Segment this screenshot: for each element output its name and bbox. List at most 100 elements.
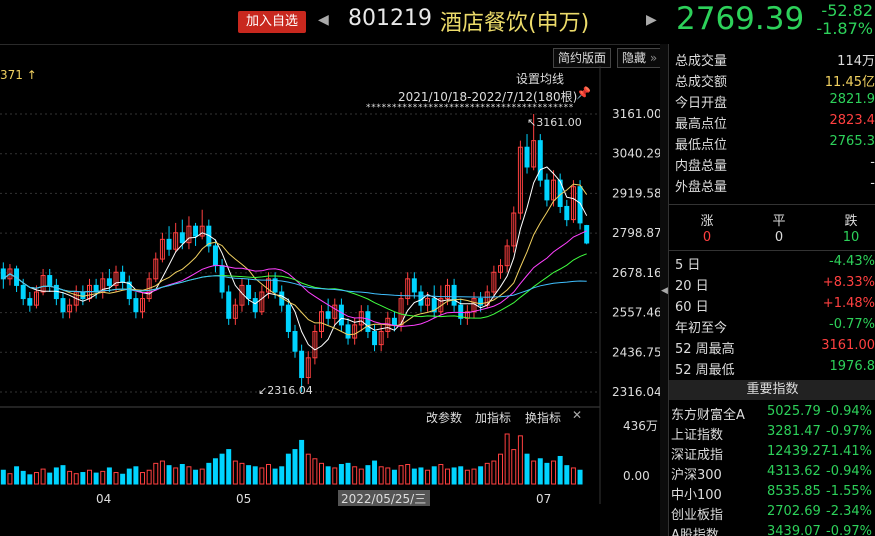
candle-body <box>166 238 172 250</box>
corner-note: 371 ↑ <box>0 68 37 82</box>
volume-bar <box>87 469 92 485</box>
ma-settings-link[interactable]: 设置均线 <box>516 72 565 86</box>
candle-body <box>352 324 358 339</box>
volume-bar <box>511 449 517 485</box>
date-range-label: 2021/10/18-2022/7/12(180根) <box>398 90 578 104</box>
prev-arrow-icon[interactable]: ◀ <box>318 12 329 28</box>
candle-body <box>444 284 450 300</box>
volume-tick-label: 436万 <box>623 419 658 433</box>
marker-dot: * <box>480 103 485 113</box>
volume-bar <box>551 460 557 485</box>
index-row[interactable]: A股指数 3439.07 -0.97% <box>671 524 875 536</box>
index-change: -0.94% <box>826 464 872 479</box>
marker-dot: * <box>413 103 418 113</box>
candle-body <box>252 298 258 313</box>
index-name: 中小100 <box>671 488 722 503</box>
candle-body <box>570 186 576 221</box>
pin-icon[interactable]: 📌 <box>576 86 591 100</box>
simple-layout-button[interactable]: 简约版面 <box>553 48 612 68</box>
updown-label: 涨 <box>700 214 714 229</box>
volume-bar <box>484 462 490 485</box>
index-row[interactable]: 深证成指 12439.27 -1.41% <box>671 444 875 464</box>
index-row[interactable]: 沪深300 4313.62 -0.94% <box>671 464 875 484</box>
marker-dot: * <box>486 103 491 113</box>
marker-dot: * <box>527 103 532 113</box>
period-label: 52 周最高 <box>675 342 735 357</box>
close-icon[interactable]: ✕ <box>572 408 583 422</box>
index-row[interactable]: 创业板指 2702.69 -2.34% <box>671 504 875 524</box>
volume-bar <box>73 473 79 485</box>
volume-bar <box>418 467 424 485</box>
chart-toolbar <box>0 44 660 67</box>
volume-bar <box>93 472 99 485</box>
candle-body <box>219 265 225 293</box>
low-annotation: ↙2316.04 <box>258 384 313 397</box>
candle-body <box>33 291 39 306</box>
volume-bar <box>0 469 6 485</box>
candle-body <box>259 291 265 313</box>
index-row[interactable]: 中小100 8535.85 -1.55% <box>671 484 875 504</box>
marker-dot: * <box>553 103 558 113</box>
volume-bar <box>537 458 543 485</box>
volume-bar <box>212 458 218 485</box>
volume-bar <box>252 466 258 485</box>
candle-body <box>272 278 278 293</box>
period-label: 60 日 <box>675 300 709 315</box>
candle-body <box>67 304 73 313</box>
candle-body <box>491 271 497 293</box>
volume-bar <box>27 474 33 485</box>
volume-bar <box>7 473 13 485</box>
add-watchlist-button[interactable]: 加入自选 <box>238 11 306 33</box>
stat-value: - <box>870 176 875 191</box>
marker-dot: * <box>532 103 537 113</box>
volume-bar <box>531 460 537 485</box>
swap-indicator-button[interactable]: 换指标 <box>525 411 562 425</box>
index-row[interactable]: 东方财富全A 5025.79 -0.94% <box>671 404 875 424</box>
candle-body <box>40 275 46 293</box>
updown-value: 0 <box>774 230 784 245</box>
next-arrow-icon[interactable]: ▶ <box>646 12 657 28</box>
volume-bar <box>106 467 112 485</box>
change-params-button[interactable]: 改参数 <box>426 411 463 425</box>
candle-body <box>517 146 523 214</box>
add-indicator-button[interactable]: 加指标 <box>475 411 512 425</box>
volume-bar <box>120 473 126 485</box>
volume-bar <box>47 472 53 485</box>
index-name: 上证指数 <box>671 428 724 443</box>
stat-label: 最高点位 <box>675 117 728 132</box>
updown-label: 跌 <box>844 214 858 229</box>
time-tick-label: 2022/05/25/三 <box>341 492 426 506</box>
panel-splitter[interactable]: ◀ <box>660 44 668 536</box>
volume-bar <box>564 465 570 485</box>
marker-dot: * <box>439 103 444 113</box>
candle-body <box>332 304 338 319</box>
index-row[interactable]: 上证指数 3281.47 -0.97% <box>671 424 875 444</box>
index-name: 沪深300 <box>671 468 722 483</box>
change-percent: -1.87% <box>816 19 873 38</box>
collapse-arrow-icon[interactable]: ◀ <box>661 286 668 296</box>
stat-row: 内盘总量 - <box>675 155 875 175</box>
stat-row: 总成交额 11.45亿 <box>675 71 875 91</box>
ma-line <box>3 183 588 336</box>
volume-bar <box>345 462 351 485</box>
period-label: 20 日 <box>675 279 709 294</box>
stat-value: 2821.9 <box>829 92 875 107</box>
kline-chart[interactable]: 3161.00 3040.29 2919.58 2798.87 2678.16 2557.… <box>0 44 660 536</box>
candle-body <box>411 278 417 293</box>
volume-bar <box>491 460 497 485</box>
updown-value: 0 <box>702 230 712 245</box>
candle-body <box>159 238 165 260</box>
hide-button[interactable]: 隐藏 » <box>617 48 663 68</box>
candle-body <box>246 284 252 300</box>
candle-body <box>199 225 205 237</box>
volume-bar <box>372 460 378 485</box>
candle-body <box>265 278 271 293</box>
candle-body <box>232 304 238 319</box>
volume-bar <box>444 468 450 485</box>
candle-body <box>504 245 510 267</box>
marker-dot: * <box>418 103 423 113</box>
ma-line <box>3 166 588 351</box>
volume-bar <box>206 462 212 485</box>
candle-body <box>405 278 411 300</box>
volume-tick-label: 0.00 <box>623 469 650 483</box>
